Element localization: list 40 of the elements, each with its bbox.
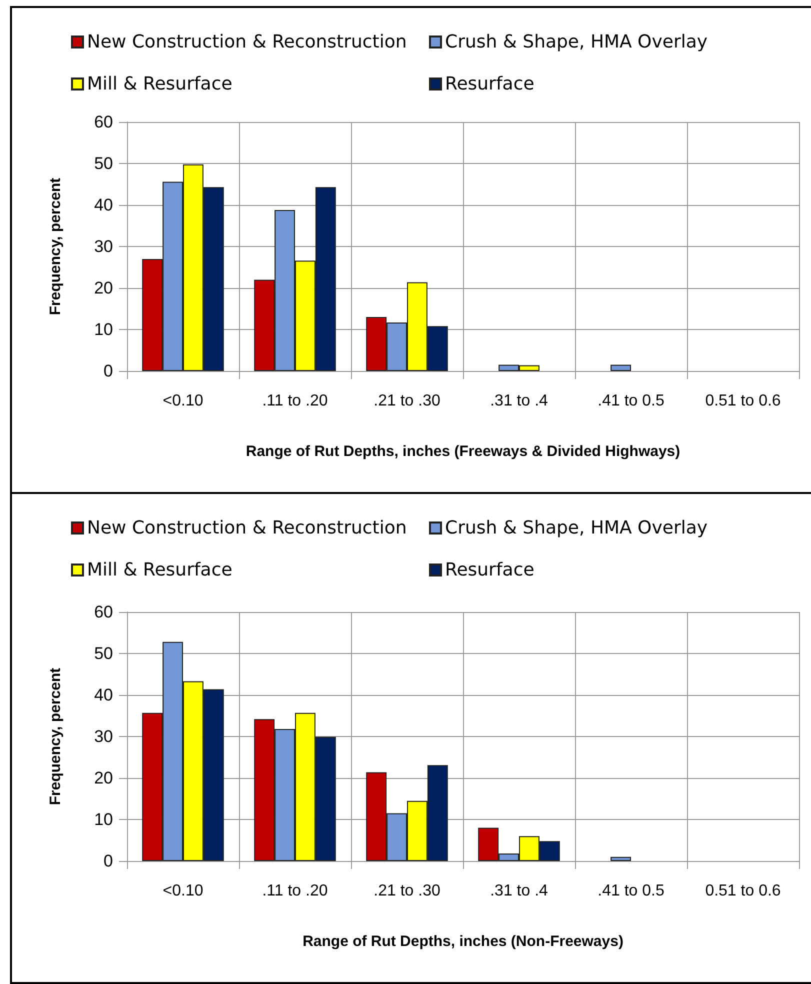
bar <box>610 856 631 861</box>
y-tick-label: 0 <box>104 362 113 380</box>
legend-label: Crush & Shape, HMA Overlay <box>445 518 708 538</box>
y-tick-label: 40 <box>94 196 113 214</box>
x-tick-label: .41 to 0.5 <box>598 392 664 410</box>
x-tick-label: .21 to .30 <box>374 882 440 900</box>
y-tick-label: 20 <box>94 278 113 298</box>
y-axis-title: Frequency, percent <box>47 668 64 806</box>
y-tick-label: 30 <box>94 727 113 746</box>
x-tick-label: .11 to .20 <box>262 882 328 900</box>
y-tick-label: 10 <box>94 810 113 829</box>
legend-label: Crush & Shape, HMA Overlay <box>445 32 708 52</box>
x-axis-title: Range of Rut Depths, inches (Non-Freeways) <box>302 933 624 950</box>
legend-label: New Construction & Reconstruction <box>87 518 407 538</box>
y-tick-label: 60 <box>94 602 113 622</box>
x-tick-label: .41 to 0.5 <box>598 882 664 900</box>
x-tick-label: 0.51 to 0.6 <box>705 392 781 410</box>
y-axis-title: Frequency, percent <box>47 178 64 316</box>
y-tick-label: 50 <box>94 644 113 663</box>
y-tick-label: 20 <box>94 768 113 788</box>
legend-label: Mill & Resurface <box>87 74 232 94</box>
x-tick-label: <0.10 <box>162 882 204 900</box>
legend-label: Mill & Resurface <box>87 560 232 580</box>
x-tick-label: .21 to .30 <box>374 392 440 410</box>
y-tick-label: 60 <box>94 112 113 132</box>
x-axis-title: Range of Rut Depths, inches (Freeways & Divided Highways) <box>246 443 680 460</box>
legend-label: New Construction & Reconstruction <box>87 32 407 52</box>
y-tick-label: 10 <box>94 320 113 339</box>
y-tick-label: 30 <box>94 237 113 256</box>
y-tick-label: 40 <box>94 686 113 704</box>
x-tick-label: .11 to .20 <box>262 392 328 410</box>
y-tick-label: 0 <box>104 852 113 870</box>
legend-label: Resurface <box>445 560 534 580</box>
legend-label: Resurface <box>445 74 534 94</box>
x-tick-label: .31 to .4 <box>490 882 548 900</box>
x-tick-label: <0.10 <box>162 392 204 410</box>
x-tick-label: 0.51 to 0.6 <box>705 882 781 900</box>
x-tick-label: .31 to .4 <box>490 392 548 410</box>
y-tick-label: 50 <box>94 154 113 173</box>
bar <box>610 364 631 371</box>
